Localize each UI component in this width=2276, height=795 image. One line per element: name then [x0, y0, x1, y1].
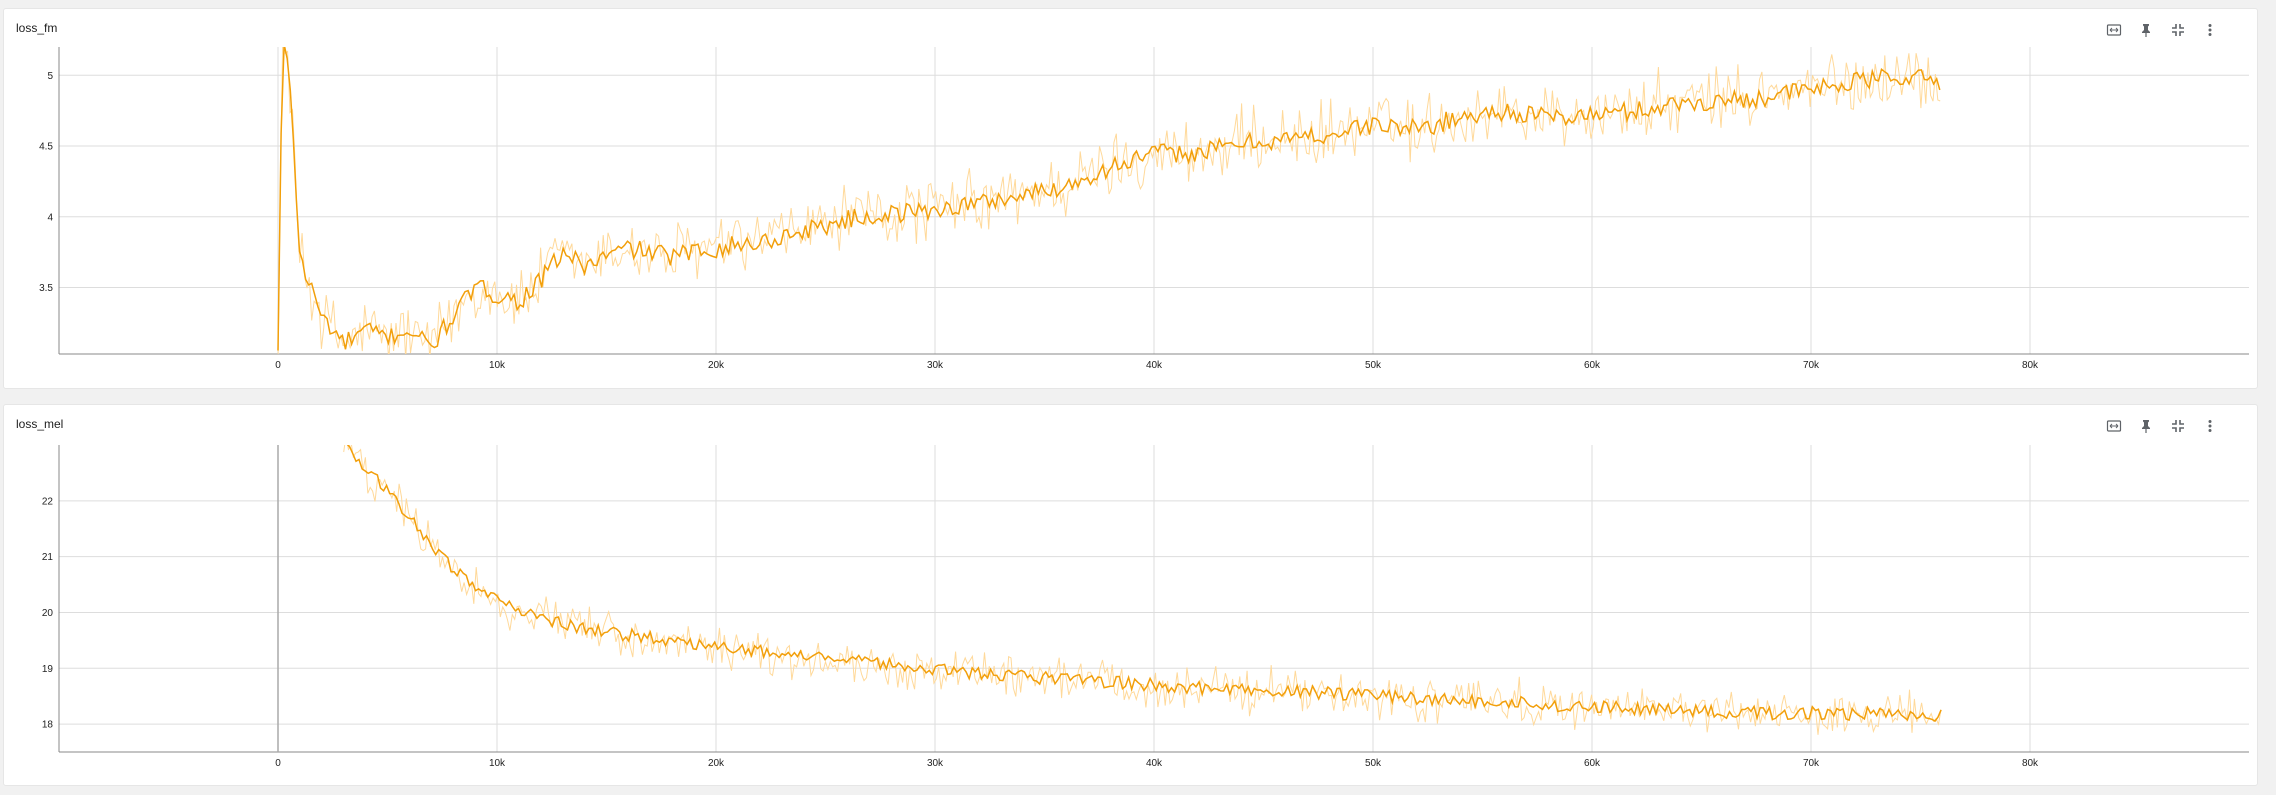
x-tick-label: 30k	[927, 758, 944, 769]
fit-domain-icon	[2106, 420, 2122, 432]
line-chart[interactable]: 0 10k 20k 30k 40k 50k 60k 70k 80k 18 19 20 21 22	[4, 405, 2259, 787]
chart-title: loss_mel	[16, 417, 64, 431]
y-tick-label: 21	[42, 552, 54, 563]
x-tick-label: 0	[275, 360, 281, 371]
raw-series-line	[343, 445, 1942, 735]
collapse-button[interactable]	[2167, 19, 2189, 41]
y-tick-label: 20	[42, 608, 54, 619]
smoothed-series-line	[346, 445, 1942, 723]
more-vert-button[interactable]	[2199, 415, 2221, 437]
more-vert-icon	[2208, 24, 2212, 36]
x-tick-label: 60k	[1584, 758, 1601, 769]
y-tick-label: 3.5	[39, 283, 53, 294]
y-tick-label: 22	[42, 496, 54, 507]
x-tick-label: 70k	[1803, 360, 1820, 371]
chart-card-loss-mel: loss_mel 0 10k 20k 30k 40k 50k 60k 70k 80k 18 19 20…	[3, 404, 2258, 786]
x-tick-label: 40k	[1146, 758, 1163, 769]
fit-domain-button[interactable]	[2103, 19, 2125, 41]
x-tick-label: 20k	[708, 758, 725, 769]
chart-title: loss_fm	[16, 21, 58, 35]
x-tick-label: 10k	[489, 758, 506, 769]
chart-card-loss-fm: loss_fm 0 10k 20k 30k 40k 50k 60k 70k 80k 3.5 4 4.5…	[3, 8, 2258, 389]
y-tick-label: 4.5	[39, 142, 53, 153]
x-tick-label: 0	[275, 758, 281, 769]
line-chart[interactable]: 0 10k 20k 30k 40k 50k 60k 70k 80k 3.5 4 4.5 5	[4, 9, 2259, 390]
fit-domain-icon	[2106, 24, 2122, 36]
collapse-icon	[2172, 420, 2184, 432]
y-tick-label: 18	[42, 720, 54, 731]
collapse-icon	[2172, 24, 2184, 36]
pin-icon	[2142, 420, 2150, 433]
x-tick-label: 60k	[1584, 360, 1601, 371]
x-tick-label: 40k	[1146, 360, 1163, 371]
y-tick-label: 4	[47, 212, 53, 223]
pin-icon	[2142, 24, 2150, 37]
fit-domain-button[interactable]	[2103, 415, 2125, 437]
x-tick-label: 50k	[1365, 360, 1382, 371]
raw-series-line	[277, 47, 1941, 354]
x-tick-label: 70k	[1803, 758, 1820, 769]
x-tick-label: 30k	[927, 360, 944, 371]
collapse-button[interactable]	[2167, 415, 2189, 437]
x-tick-label: 10k	[489, 360, 506, 371]
smoothed-series-line	[277, 47, 1941, 351]
more-vert-icon	[2208, 420, 2212, 432]
x-tick-label: 20k	[708, 360, 725, 371]
pin-button[interactable]	[2135, 415, 2157, 437]
y-tick-label: 5	[47, 71, 53, 82]
more-vert-button[interactable]	[2199, 19, 2221, 41]
x-tick-label: 80k	[2022, 758, 2039, 769]
pin-button[interactable]	[2135, 19, 2157, 41]
y-tick-label: 19	[42, 664, 54, 675]
x-tick-label: 80k	[2022, 360, 2039, 371]
x-tick-label: 50k	[1365, 758, 1382, 769]
